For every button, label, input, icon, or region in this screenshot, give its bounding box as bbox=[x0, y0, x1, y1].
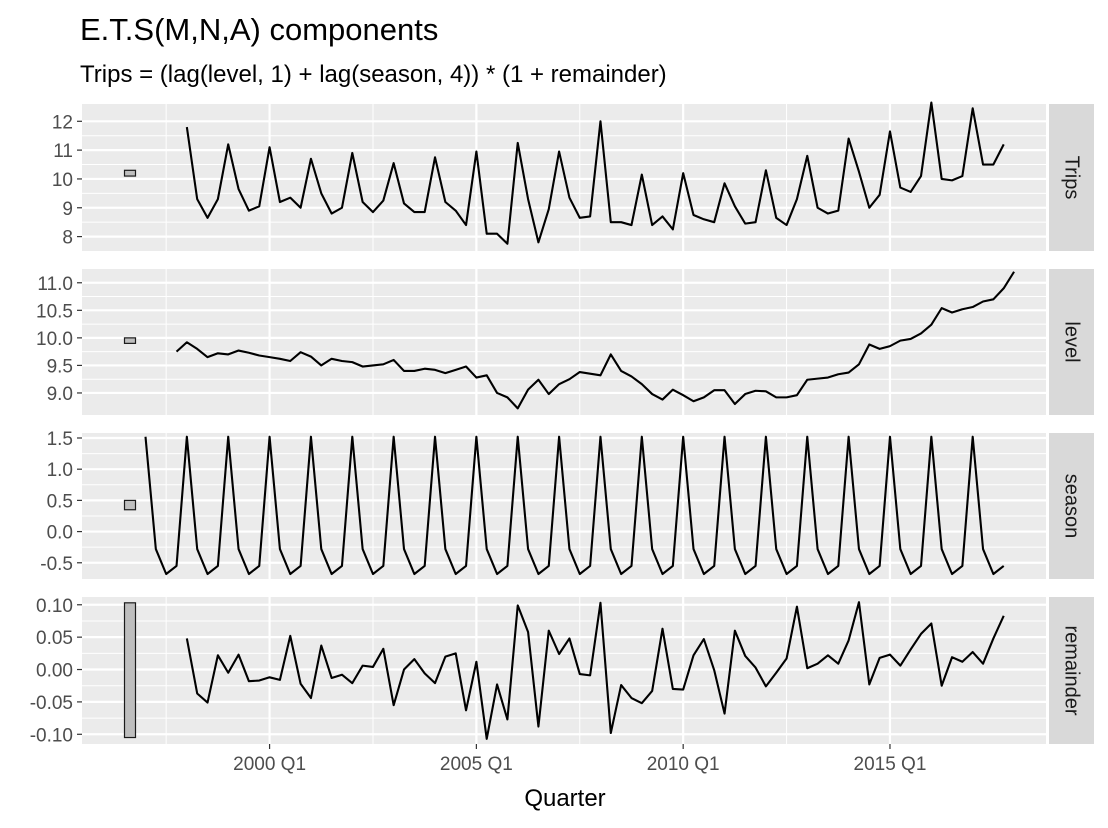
facet-strip-level bbox=[1049, 269, 1094, 415]
series-line-remainder bbox=[185, 601, 1005, 740]
x-tick-label: 2015 Q1 bbox=[854, 754, 927, 775]
facet-label-Trips: Trips bbox=[1061, 156, 1083, 200]
y-tick-label: 0.05 bbox=[36, 628, 73, 649]
y-tick-label: 11.0 bbox=[37, 274, 73, 295]
series-line-season bbox=[144, 435, 1005, 576]
series-line-Trips bbox=[185, 101, 1005, 245]
x-tick-label: 2010 Q1 bbox=[647, 754, 720, 775]
scale-bar-level bbox=[123, 337, 137, 344]
facet-panels: 8 9 10 11 12 Trips 9.0 9.5 10.0 10.5 11.0 level -0.5… bbox=[30, 101, 1094, 746]
facet-label-level: level bbox=[1061, 321, 1083, 362]
panel-background bbox=[82, 269, 1046, 415]
facet-label-remainder: remainder bbox=[1061, 625, 1083, 715]
facet-strip-season bbox=[1049, 433, 1094, 579]
y-tick-label: 1.0 bbox=[47, 460, 73, 481]
scale-bar-season bbox=[123, 499, 137, 511]
y-tick-label: 11 bbox=[53, 141, 73, 162]
y-tick-label: -0.05 bbox=[30, 693, 73, 714]
y-tick-label: 10 bbox=[52, 170, 73, 191]
y-tick-label: 1.5 bbox=[47, 429, 73, 450]
facet-label-season: season bbox=[1061, 474, 1083, 539]
scale-bar-remainder bbox=[123, 602, 137, 739]
y-tick-label: 0.10 bbox=[36, 596, 73, 617]
y-tick-label: 0.0 bbox=[47, 523, 73, 544]
y-tick-label: -0.10 bbox=[30, 725, 73, 746]
chart-title: E.T.S(M,N,A) components bbox=[80, 12, 438, 47]
y-tick-label: 12 bbox=[52, 112, 73, 133]
y-tick-label: 0.00 bbox=[36, 661, 73, 682]
y-tick-label: 0.5 bbox=[47, 491, 73, 512]
facet-strip-remainder bbox=[1049, 597, 1094, 744]
y-tick-label: 8 bbox=[62, 228, 73, 249]
facet-strip-Trips bbox=[1049, 104, 1094, 251]
x-tick-label: 2005 Q1 bbox=[440, 754, 513, 775]
panel-remainder: -0.10 -0.05 0.00 0.05 0.10 remainder bbox=[30, 596, 1094, 746]
panel-season: -0.5 0.0 0.5 1.0 1.5 season bbox=[40, 429, 1094, 579]
y-tick-label: 9 bbox=[62, 199, 73, 220]
x-axis: 2000 Q1 2005 Q1 2010 Q1 2015 Q1 bbox=[233, 744, 926, 775]
y-tick-label: 9.5 bbox=[47, 356, 73, 377]
panel-level: 9.0 9.5 10.0 10.5 11.0 level bbox=[36, 269, 1094, 415]
series-line-level bbox=[175, 271, 1015, 410]
panel-Trips: 8 9 10 11 12 Trips bbox=[52, 101, 1094, 251]
x-tick-label: 2000 Q1 bbox=[233, 754, 306, 775]
scale-bar-Trips bbox=[123, 169, 137, 177]
y-tick-label: 10.0 bbox=[36, 329, 73, 350]
x-axis-label: Quarter bbox=[524, 785, 605, 812]
y-tick-label: 10.5 bbox=[36, 301, 73, 322]
chart-subtitle: Trips = (lag(level, 1) + lag(season, 4))… bbox=[80, 61, 667, 88]
y-tick-label: -0.5 bbox=[40, 554, 73, 575]
y-tick-label: 9.0 bbox=[47, 384, 73, 405]
